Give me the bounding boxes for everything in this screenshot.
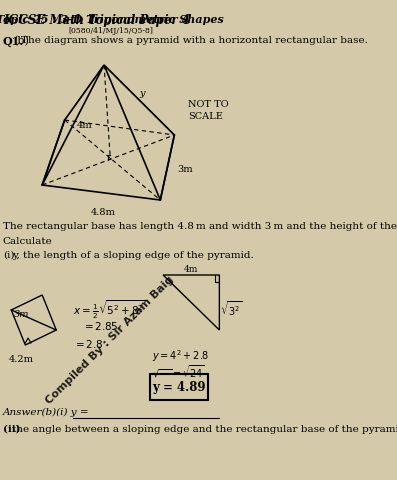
Text: The diagram shows a pyramid with a horizontal rectangular base.: The diagram shows a pyramid with a horiz…	[21, 36, 368, 45]
Text: Compiled By : Sir Azam Baig: Compiled By : Sir Azam Baig	[44, 274, 175, 406]
Text: (ii): (ii)	[3, 425, 20, 434]
Text: $= 2.85$: $= 2.85$	[81, 320, 118, 332]
Text: NOT TO
SCALE: NOT TO SCALE	[189, 100, 229, 121]
Text: 4.2m: 4.2m	[8, 355, 33, 364]
Text: [0580/41/MJ/15/Q5-8]: [0580/41/MJ/15/Q5-8]	[68, 27, 153, 35]
Text: $\sqrt{\quad} = \sqrt{24}$: $\sqrt{\quad} = \sqrt{24}$	[152, 363, 205, 380]
Text: 4m: 4m	[77, 120, 93, 130]
Text: y = 4.89: y = 4.89	[152, 381, 206, 394]
Text: IGCSE Math Topical Paper 4: IGCSE Math Topical Paper 4	[3, 14, 190, 27]
Text: Topic 25 : 3-D Trigonometric Shapes: Topic 25 : 3-D Trigonometric Shapes	[0, 14, 223, 25]
Text: (i): (i)	[3, 251, 14, 260]
FancyBboxPatch shape	[150, 374, 208, 400]
Text: The rectangular base has length 4.8 m and width 3 m and the height of the pyrami: The rectangular base has length 4.8 m an…	[3, 222, 397, 231]
Text: (b): (b)	[13, 36, 29, 46]
Text: y: y	[139, 88, 145, 97]
Text: 3m: 3m	[177, 166, 193, 175]
Text: $y = 4^2 + 2.8$: $y = 4^2 + 2.8$	[152, 348, 209, 364]
Text: 3m: 3m	[14, 310, 29, 319]
Text: the angle between a sloping edge and the rectangular base of the pyramid.: the angle between a sloping edge and the…	[12, 425, 397, 434]
Text: Answer(b)(i) y =: Answer(b)(i) y =	[3, 408, 89, 417]
Text: Calculate: Calculate	[3, 237, 52, 246]
Text: 4.8m: 4.8m	[91, 208, 116, 217]
Text: $= 2.8$: $= 2.8$	[73, 338, 103, 350]
Text: $\sqrt{3^2}$: $\sqrt{3^2}$	[220, 300, 243, 318]
Text: 4m: 4m	[184, 265, 198, 274]
Text: $x = \frac{1}{2}\sqrt{5^2+8^2}$: $x = \frac{1}{2}\sqrt{5^2+8^2}$	[73, 298, 146, 321]
Text: y, the length of a sloping edge of the pyramid.: y, the length of a sloping edge of the p…	[12, 251, 254, 260]
Text: Q1.: Q1.	[3, 36, 24, 47]
